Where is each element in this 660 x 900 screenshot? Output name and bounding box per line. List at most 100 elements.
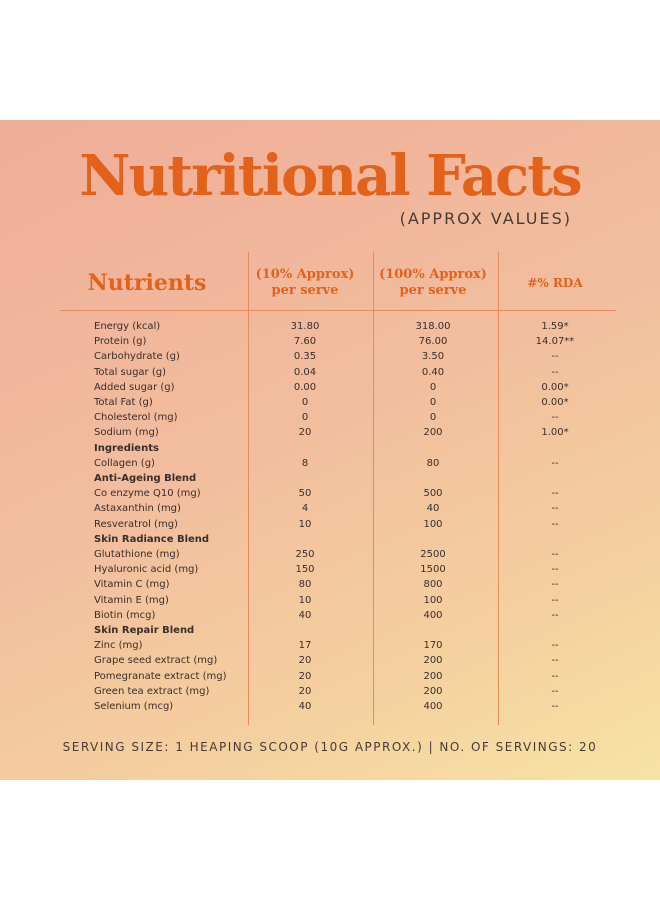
cell-value: 400 <box>423 609 443 621</box>
section-heading: Skin Radiance Blend <box>94 533 210 545</box>
cell-value: 76.00 <box>418 336 448 348</box>
cell-value: -- <box>551 412 559 424</box>
cell-value: 0.04 <box>293 366 317 378</box>
background-panel <box>0 120 660 780</box>
column-header: (100% Approx) <box>379 267 487 282</box>
nutrient-name: Carbohydrate (g) <box>94 351 180 363</box>
cell-value: 40 <box>298 609 312 621</box>
cell-value: 10 <box>298 518 312 530</box>
cell-value: -- <box>551 579 559 591</box>
cell-value: 100 <box>423 518 443 530</box>
nutrient-name: Glutathione (mg) <box>94 549 180 560</box>
cell-value: 1.59* <box>541 321 569 332</box>
header-divider <box>60 310 616 311</box>
cell-value: 0 <box>301 397 309 408</box>
cell-value: -- <box>551 518 559 530</box>
cell-value: -- <box>551 457 559 469</box>
cell-value: 4 <box>301 503 309 515</box>
cell-value: 100 <box>423 594 443 606</box>
cell-value: 7.60 <box>293 336 317 348</box>
cell-value: -- <box>551 685 559 697</box>
cell-value: 20 <box>298 685 312 697</box>
cell-value: 20 <box>298 655 312 667</box>
cell-value: 400 <box>423 701 443 712</box>
section-heading: Ingredients <box>94 442 159 454</box>
cell-value: -- <box>551 488 559 500</box>
column-divider <box>248 252 249 725</box>
cell-value: -- <box>551 503 559 515</box>
nutrient-name: Green tea extract (mg) <box>94 685 210 697</box>
cell-value: 500 <box>423 488 443 500</box>
column-header: (10% Approx) <box>255 267 355 282</box>
nutrient-name: Selenium (mcg) <box>94 701 174 712</box>
cell-value: 200 <box>423 670 443 682</box>
cell-value: 17 <box>298 640 312 652</box>
column-divider <box>498 252 499 725</box>
column-header: Nutrients <box>87 270 207 296</box>
cell-value: -- <box>551 670 559 682</box>
cell-value: 14.07** <box>535 336 575 348</box>
column-header: per serve <box>399 283 467 298</box>
cell-value: -- <box>551 594 559 606</box>
nutrient-name: Resveratrol (mg) <box>94 518 178 530</box>
cell-value: 1.00* <box>541 427 569 439</box>
cell-value: 200 <box>423 685 443 697</box>
cell-value: 40 <box>426 503 440 515</box>
nutrient-name: Sodium (mg) <box>94 427 159 439</box>
cell-value: 150 <box>295 564 315 576</box>
cell-value: 80 <box>298 579 312 591</box>
cell-value: 0 <box>429 412 437 424</box>
cell-value: 2500 <box>420 549 446 560</box>
nutrient-name: Total sugar (g) <box>94 366 166 378</box>
cell-value: 200 <box>423 655 443 667</box>
cell-value: 10 <box>298 594 312 606</box>
cell-value: 0 <box>301 412 309 424</box>
cell-value: 170 <box>423 640 443 652</box>
nutrient-name: Vitamin E (mg) <box>94 594 169 606</box>
nutrient-name: Hyaluronic acid (mg) <box>94 564 199 576</box>
nutrient-name: Vitamin C (mg) <box>94 579 170 591</box>
cell-value: -- <box>551 640 559 652</box>
cell-value: 40 <box>298 701 312 712</box>
nutrient-name: Biotin (mcg) <box>94 609 156 621</box>
nutrient-name: Pomegranate extract (mg) <box>94 670 227 682</box>
column-header: per serve <box>271 283 339 298</box>
cell-value: -- <box>551 549 559 560</box>
cell-value: 0 <box>429 397 437 408</box>
cell-value: 20 <box>298 427 312 439</box>
cell-value: 0.35 <box>293 351 317 363</box>
nutrient-name: Zinc (mg) <box>94 640 143 652</box>
title: Nutritional Facts <box>79 143 582 209</box>
nutrient-name: Protein (g) <box>94 336 147 348</box>
footer: SERVING SIZE: 1 HEAPING SCOOP (10G APPRO… <box>62 740 598 754</box>
column-divider <box>373 252 374 725</box>
section-heading: Anti-Ageing Blend <box>94 473 197 484</box>
cell-value: -- <box>551 564 559 576</box>
column-header: #% RDA <box>527 276 583 290</box>
cell-value: 0.00* <box>541 381 569 393</box>
cell-value: 80 <box>426 457 440 469</box>
nutrient-name: Collagen (g) <box>94 457 155 469</box>
section-heading: Skin Repair Blend <box>94 625 195 636</box>
cell-value: 0.40 <box>421 366 445 378</box>
nutrient-name: Astaxanthin (mg) <box>94 503 181 515</box>
nutrient-name: Energy (kcal) <box>94 321 161 332</box>
nutrient-name: Total Fat (g) <box>94 397 153 408</box>
nutrient-name: Co enzyme Q10 (mg) <box>94 488 201 500</box>
nutrient-name: Grape seed extract (mg) <box>94 655 218 667</box>
subtitle: (APPROX VALUES) <box>399 209 572 228</box>
cell-value: 31.80 <box>290 321 320 332</box>
cell-value: 3.50 <box>421 351 445 363</box>
cell-value: 200 <box>423 427 443 439</box>
cell-value: -- <box>551 609 559 621</box>
cell-value: 0.00 <box>293 381 317 393</box>
cell-value: 0.00* <box>541 397 569 408</box>
cell-value: 50 <box>298 488 312 500</box>
cell-value: 318.00 <box>415 321 451 332</box>
cell-value: -- <box>551 366 559 378</box>
cell-value: 0 <box>429 381 437 393</box>
nutrient-name: Added sugar (g) <box>94 381 175 393</box>
cell-value: -- <box>551 701 559 712</box>
cell-value: 800 <box>423 579 443 591</box>
